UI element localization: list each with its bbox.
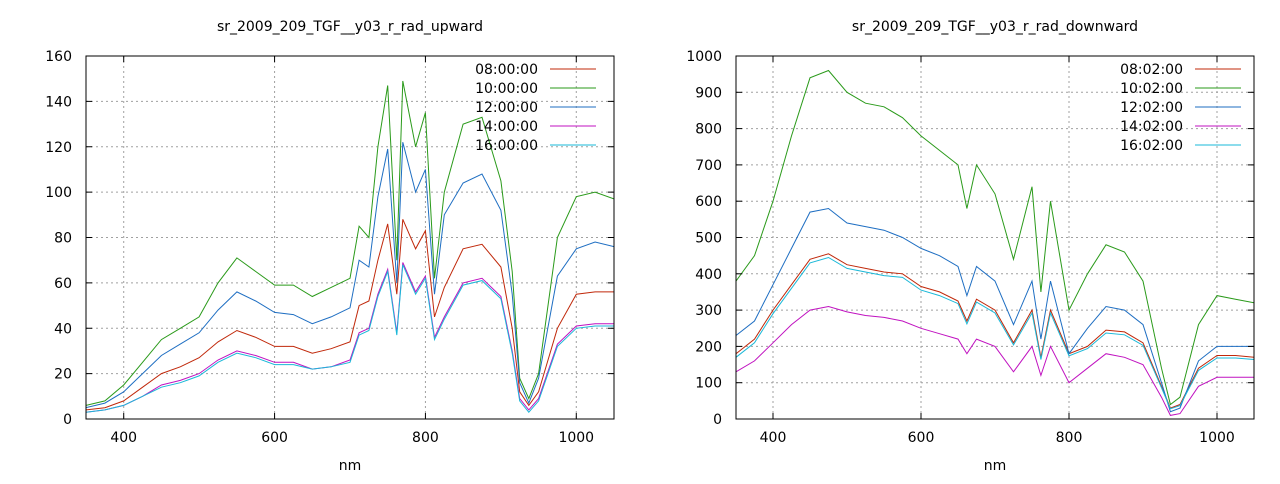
y-tick-label: 160	[45, 49, 72, 65]
chart-1: 400 600 800 1000 0 20 40 60 80 100 120 140 160 sr_200…	[45, 19, 615, 474]
legend-label: 16:02:00	[1120, 138, 1183, 154]
series-line-3	[736, 207, 1254, 413]
legend-label: 14:02:00	[1120, 119, 1183, 135]
y-tick-label: 0	[713, 412, 722, 428]
series-line-4	[86, 262, 614, 413]
y-tick-label: 20	[54, 367, 72, 383]
legend-label: 08:02:00	[1120, 62, 1183, 78]
chart-title: sr_2009_209_TGF__y03_r_rad_downward	[852, 19, 1138, 35]
y-tick-label: 100	[695, 376, 722, 392]
series-line-1	[736, 253, 1254, 409]
y-tick-label: 800	[695, 122, 722, 138]
y-tick-label: 200	[695, 339, 722, 355]
y-tick-label: 80	[54, 231, 72, 247]
y-tick-label: 40	[54, 321, 72, 337]
y-tick-label: 100	[45, 185, 72, 201]
legend-label: 08:00:00	[475, 62, 538, 78]
legend-label: 16:00:00	[475, 138, 538, 154]
legend-label: 12:00:00	[475, 100, 538, 116]
series-line-3	[86, 142, 614, 409]
y-tick-label: 0	[63, 412, 72, 428]
series-line-4	[736, 305, 1254, 416]
chart-title: sr_2009_209_TGF__y03_r_rad_upward	[217, 19, 483, 35]
series-line-5	[736, 256, 1254, 410]
x-tick-label: 600	[908, 430, 935, 446]
x-tick-label: 600	[261, 430, 288, 446]
legend-label: 10:02:00	[1120, 81, 1183, 97]
x-tick-label: 400	[760, 430, 787, 446]
x-axis-label: nm	[339, 458, 362, 474]
legend-label: 12:02:00	[1120, 100, 1183, 116]
x-tick-label: 800	[1056, 430, 1083, 446]
x-tick-label: 1000	[558, 430, 594, 446]
series-line-2	[86, 80, 614, 406]
y-tick-label: 400	[695, 267, 722, 283]
y-tick-label: 1000	[686, 49, 722, 65]
series-line-1	[86, 219, 614, 411]
y-tick-label: 500	[695, 231, 722, 247]
x-tick-label: 400	[110, 430, 137, 446]
y-tick-label: 140	[45, 94, 72, 110]
legend-label: 14:00:00	[475, 119, 538, 135]
series-line-5	[86, 264, 614, 413]
y-tick-label: 60	[54, 276, 72, 292]
x-tick-label: 800	[412, 430, 439, 446]
y-tick-label: 900	[695, 85, 722, 101]
x-axis-label: nm	[984, 458, 1007, 474]
series-line-2	[736, 69, 1254, 406]
y-tick-label: 600	[695, 194, 722, 210]
chart-2: 400 600 800 1000 0 100 200 300 400 500 600 700 800 90…	[686, 19, 1255, 474]
y-tick-label: 300	[695, 303, 722, 319]
y-tick-label: 700	[695, 158, 722, 174]
y-tick-label: 120	[45, 140, 72, 156]
x-tick-label: 1000	[1199, 430, 1235, 446]
legend-label: 10:00:00	[475, 81, 538, 97]
